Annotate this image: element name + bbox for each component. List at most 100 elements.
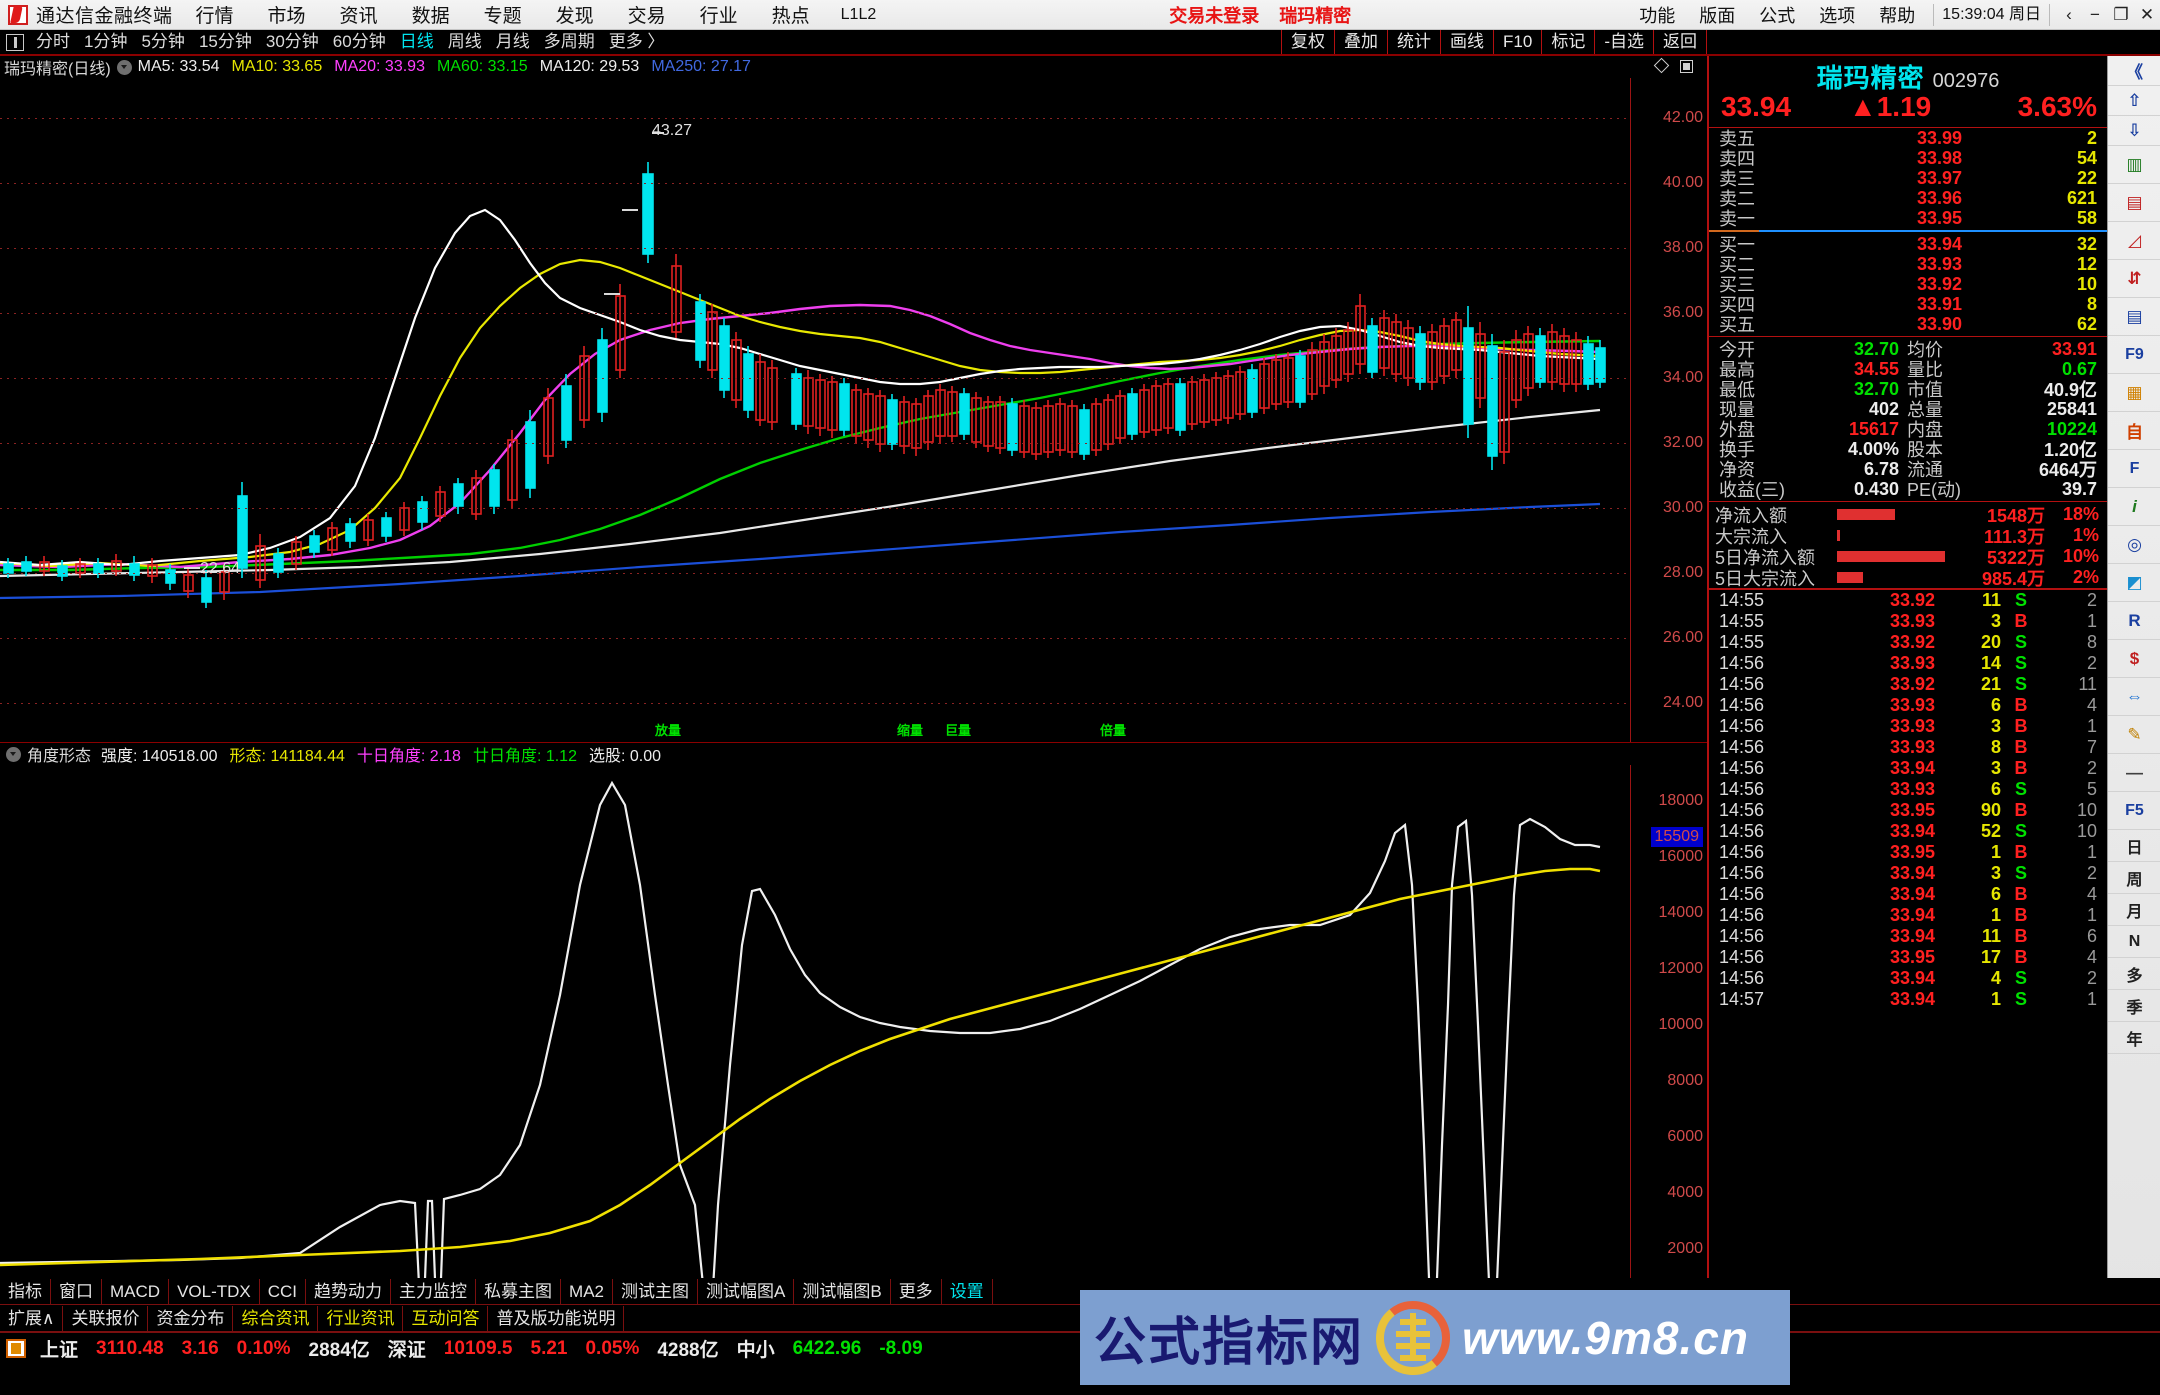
menu-item-xuanxiang[interactable]: 选项 — [1819, 5, 1856, 26]
pencil-icon[interactable]: ✎ — [2108, 716, 2160, 754]
btn-guanlianbaojia[interactable]: 关联报价 — [63, 1305, 149, 1331]
period-fenshi[interactable]: 分时 — [36, 32, 70, 51]
tool-diejia[interactable]: 叠加 — [1334, 30, 1387, 54]
period-icon-month[interactable]: 月 — [2108, 894, 2160, 926]
menu-item-l1l2[interactable]: L1L2 — [840, 5, 877, 23]
period-daily[interactable]: 日线 — [399, 32, 434, 51]
btn-simuzhutu[interactable]: 私募主图 — [476, 1278, 562, 1304]
price-plot[interactable]: 43.27 22.64 放量 缩量 巨量 倍量 — [0, 78, 1630, 742]
current-stock-label[interactable]: 瑞玛精密 — [1279, 5, 1352, 26]
tool-tongji[interactable]: 统计 — [1387, 30, 1440, 54]
tool-huaxian[interactable]: 画线 — [1440, 30, 1493, 54]
report-icon[interactable]: ▤ — [2108, 298, 2160, 336]
auto-icon[interactable]: 自 — [2108, 412, 2160, 450]
period-60min[interactable]: 60分钟 — [332, 32, 386, 51]
btn-ma2[interactable]: MA2 — [561, 1278, 613, 1304]
period-icon-multi[interactable]: 多 — [2108, 958, 2160, 990]
square-icon[interactable] — [1680, 60, 1693, 73]
bar-chart-icon[interactable]: ▥ — [2108, 146, 2160, 184]
indicator-plot[interactable] — [0, 765, 1630, 1305]
window-maximize-icon[interactable]: ❐ — [2113, 4, 2129, 24]
btn-zhibiao[interactable]: 指标 — [0, 1278, 51, 1304]
period-icon-year[interactable]: 年 — [2108, 1022, 2160, 1054]
collapse-left-icon[interactable]: 《 — [2108, 56, 2160, 86]
btn-ceshizhutu[interactable]: 测试主图 — [613, 1278, 698, 1304]
menu-item-faxian[interactable]: 发现 — [555, 6, 594, 27]
tool-f10[interactable]: F10 — [1493, 30, 1541, 54]
period-multi[interactable]: 多周期 — [543, 32, 595, 51]
window-minimize-icon[interactable]: − — [2090, 4, 2100, 24]
menu-item-hangqing[interactable]: 行情 — [195, 6, 234, 27]
rsi-icon[interactable]: R — [2108, 602, 2160, 640]
arrow-down-icon[interactable]: ⇩ — [2108, 116, 2160, 146]
arrow-up-icon[interactable]: ⇧ — [2108, 86, 2160, 116]
trend-icon[interactable]: ◿ — [2108, 222, 2160, 260]
index-name-szse[interactable]: 深证 — [387, 1340, 426, 1361]
btn-kuozhan[interactable]: 扩展∧ — [0, 1305, 64, 1331]
btn-zonghezixun[interactable]: 综合资讯 — [233, 1305, 319, 1331]
btn-cci[interactable]: CCI — [260, 1278, 307, 1304]
updown-icon[interactable]: ⇵ — [2108, 260, 2160, 298]
indicator-chevron-down-icon[interactable] — [6, 746, 21, 762]
btn-zijinfenbu[interactable]: 资金分布 — [148, 1305, 234, 1331]
btn-ceshifutub[interactable]: 测试幅图B — [794, 1278, 891, 1304]
list-icon[interactable]: ▤ — [2108, 184, 2160, 222]
btn-shezhi[interactable]: 设置 — [942, 1278, 993, 1304]
menu-item-jiaoyi[interactable]: 交易 — [627, 6, 666, 27]
index-name-sse[interactable]: 上证 — [40, 1340, 79, 1361]
tool-fuquan[interactable]: 复权 — [1281, 30, 1334, 54]
btn-pujiban[interactable]: 普及版功能说明 — [488, 1305, 625, 1331]
btn-ceshifutua[interactable]: 测试幅图A — [698, 1278, 795, 1304]
btn-hudongwenda[interactable]: 互动问答 — [403, 1305, 489, 1331]
window-close-icon[interactable]: ✕ — [2139, 4, 2155, 24]
swap-icon[interactable]: ⇔ — [2108, 678, 2160, 716]
period-icon-quarter[interactable]: 季 — [2108, 990, 2160, 1022]
period-monthly[interactable]: 月线 — [495, 32, 530, 51]
layout-icon[interactable]: ▦ — [2108, 374, 2160, 412]
market-indicator-icon[interactable] — [6, 1339, 26, 1358]
login-status[interactable]: 交易未登录 — [1169, 5, 1260, 26]
period-1min[interactable]: 1分钟 — [84, 32, 128, 51]
menu-item-hangye[interactable]: 行业 — [699, 6, 738, 27]
menu-item-banmian[interactable]: 版面 — [1699, 5, 1736, 26]
btn-macd[interactable]: MACD — [102, 1278, 170, 1304]
period-icon-n[interactable]: N — [2108, 926, 2160, 958]
period-5min[interactable]: 5分钟 — [141, 32, 185, 51]
menu-item-redian[interactable]: 热点 — [771, 6, 810, 27]
f5-icon[interactable]: F5 — [2108, 792, 2160, 830]
period-15min[interactable]: 15分钟 — [198, 32, 252, 51]
money-icon[interactable]: $ — [2108, 640, 2160, 678]
info-icon[interactable]: i — [2108, 488, 2160, 526]
menu-item-bangzhu[interactable]: 帮助 — [1879, 5, 1916, 26]
nav-back-icon[interactable]: ‹ — [2066, 4, 2072, 24]
btn-zhulijiankong[interactable]: 主力监控 — [391, 1278, 477, 1304]
minus-icon[interactable]: — — [2108, 754, 2160, 792]
panel-toggle-icon[interactable] — [6, 33, 24, 51]
period-more[interactable]: 更多 〉 — [608, 32, 665, 51]
btn-chuangkou[interactable]: 窗口 — [51, 1278, 102, 1304]
f9-icon[interactable]: F9 — [2108, 336, 2160, 374]
menu-item-gongneng[interactable]: 功能 — [1639, 5, 1676, 26]
tool-biaoji[interactable]: 标记 — [1541, 30, 1594, 54]
period-30min[interactable]: 30分钟 — [265, 32, 319, 51]
period-icon-week[interactable]: 周 — [2108, 862, 2160, 894]
btn-hangyezixun[interactable]: 行业资讯 — [318, 1305, 404, 1331]
menu-item-zixun[interactable]: 资讯 — [339, 6, 378, 27]
btn-qushidongli[interactable]: 趋势动力 — [306, 1278, 392, 1304]
globe-icon[interactable]: ◎ — [2108, 526, 2160, 564]
period-weekly[interactable]: 周线 — [447, 32, 482, 51]
tick-list[interactable]: 14:55 33.92 11 S 2 14:55 33.93 3 B 1 14:55 33.92 2… — [1709, 590, 2107, 1010]
tool-fanhui[interactable]: 返回 — [1653, 30, 1707, 54]
period-icon-day[interactable]: 日 — [2108, 830, 2160, 862]
btn-vol-tdx[interactable]: VOL-TDX — [169, 1278, 260, 1304]
btn-gengduo[interactable]: 更多 — [891, 1278, 942, 1304]
index-name-sme[interactable]: 中小 — [736, 1340, 775, 1361]
menu-item-shichang[interactable]: 市场 — [267, 6, 306, 27]
chart2-icon[interactable]: ◩ — [2108, 564, 2160, 602]
chevron-down-icon[interactable] — [116, 59, 132, 75]
menu-item-zhuanti[interactable]: 专题 — [483, 6, 522, 27]
tool-zixuan[interactable]: -自选 — [1594, 30, 1653, 54]
menu-item-shuju[interactable]: 数据 — [411, 6, 450, 27]
menu-item-gongshi[interactable]: 公式 — [1759, 5, 1796, 26]
f-icon[interactable]: F — [2108, 450, 2160, 488]
